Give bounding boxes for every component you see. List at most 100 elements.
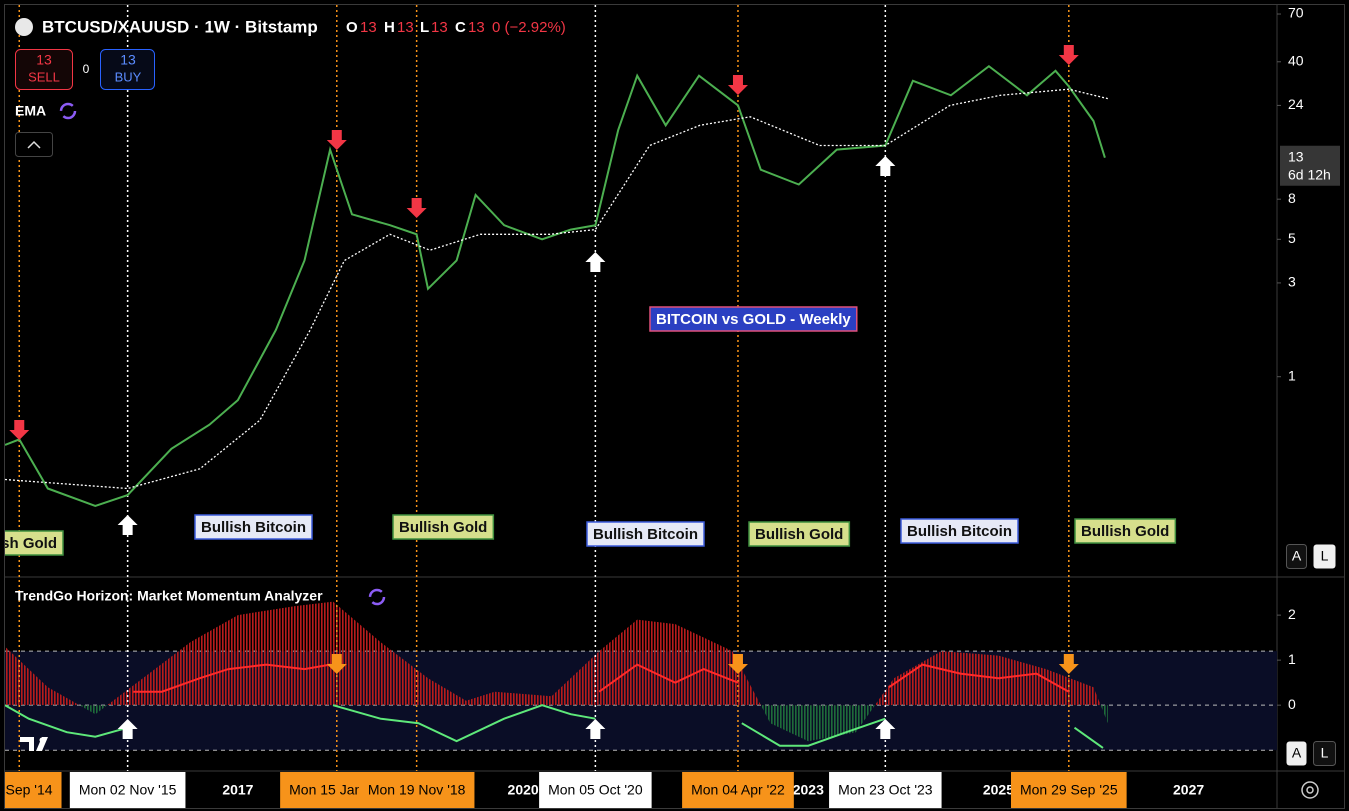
x-tick-label: 2023 xyxy=(793,782,824,798)
annotation-box xyxy=(748,521,851,547)
tv-logo-dot xyxy=(39,737,45,743)
ema-legend[interactable]: EMA xyxy=(15,103,46,119)
spread: 0 xyxy=(83,62,90,76)
sell-arrow xyxy=(727,654,748,674)
signal-date-box xyxy=(829,772,942,808)
auto-scale-button[interactable] xyxy=(1286,741,1307,766)
indicator-title[interactable]: TrendGo Horizon: Market Momentum Analyze… xyxy=(15,588,323,604)
buy-button[interactable] xyxy=(100,49,155,90)
ohlc-value: 13 xyxy=(360,19,377,36)
x-tick-label: 2020 xyxy=(508,782,539,798)
histogram-up xyxy=(5,601,1101,706)
log-scale-button[interactable] xyxy=(1313,544,1336,569)
annotation-box xyxy=(900,518,1019,544)
signal-date-label: Mon 23 Oct '23 xyxy=(838,782,933,798)
settings-icon[interactable] xyxy=(1301,781,1319,799)
sell-arrow xyxy=(1058,45,1079,65)
chevron-icon xyxy=(27,140,41,149)
annotation-box xyxy=(1074,518,1177,544)
frame xyxy=(4,4,1345,809)
refresh-icon[interactable] xyxy=(368,588,386,606)
y-tick-label: 2 xyxy=(1288,606,1296,622)
chart-title-box xyxy=(649,306,858,332)
sell-arrow xyxy=(1058,654,1079,674)
log-scale-button[interactable] xyxy=(1313,741,1336,766)
log-scale-label: L xyxy=(1321,548,1329,564)
ohlc-key: C xyxy=(455,19,466,36)
sell-arrow xyxy=(326,654,347,674)
buy-price: 13 xyxy=(120,52,136,68)
y-tick-label: 8 xyxy=(1288,190,1296,206)
x-tick-label: 2027 xyxy=(1173,782,1204,798)
annotation: Bullish Gold xyxy=(399,519,487,536)
signal-date-box xyxy=(5,772,62,808)
settings-icon-core xyxy=(1306,786,1314,794)
y-tick-label: 0 xyxy=(1288,696,1296,712)
sell-button[interactable] xyxy=(15,49,73,90)
y-tick-label: 1 xyxy=(1288,651,1296,667)
annotation-box xyxy=(392,514,495,540)
y-tick-label: 70 xyxy=(1288,5,1304,21)
x-tick-label: 2025 xyxy=(983,782,1014,798)
annotation: Bullish Gold xyxy=(1081,523,1169,540)
price-line xyxy=(5,64,1106,508)
auto-scale-button[interactable] xyxy=(1286,544,1307,569)
signal-date-label: Mon 04 Apr '22 xyxy=(691,782,785,798)
symbol-title[interactable]: BTCUSD/XAUUSD · 1W · Bitstamp xyxy=(42,17,318,36)
annotation: Bullish Bitcoin xyxy=(907,523,1012,540)
ohlc-value: 13 xyxy=(397,19,414,36)
annotation: Bullish Bitcoin xyxy=(201,519,306,536)
ohlc-key: H xyxy=(384,19,395,36)
annotation: Bullish Gold xyxy=(755,526,843,543)
x-tick-label: 2017 xyxy=(222,782,253,798)
signal-date-label: Mon 05 Oct '20 xyxy=(548,782,643,798)
annotation-box xyxy=(5,530,64,556)
buy-arrow xyxy=(117,515,138,535)
chart-title: BITCOIN vs GOLD - Weekly xyxy=(656,311,851,328)
countdown-label: 6d 12h xyxy=(1288,166,1331,182)
ohlc-key: L xyxy=(420,19,429,36)
ohlc-value: 13 xyxy=(431,19,448,36)
ohlc-key: O xyxy=(346,19,358,36)
buy-arrow xyxy=(585,719,606,739)
annotation: Bullish Gold xyxy=(0,535,57,552)
signal-date-box xyxy=(358,772,475,808)
signal-date-label: Mon 29 Sep '25 xyxy=(1020,782,1118,798)
sell-arrow xyxy=(9,420,30,440)
symbol-icon xyxy=(15,18,33,36)
y-tick-label: 3 xyxy=(1288,274,1296,290)
momentum-line xyxy=(133,663,1070,693)
momentum-line xyxy=(5,704,1104,749)
last-price-box xyxy=(1280,145,1340,186)
signal-date-box xyxy=(539,772,652,808)
y-tick-label: 24 xyxy=(1288,96,1304,112)
y-tick-label: 1 xyxy=(1288,367,1296,383)
collapse-button[interactable] xyxy=(15,132,53,157)
sell-arrow xyxy=(406,198,427,218)
signal-date-box xyxy=(1010,772,1127,808)
signal-date-box xyxy=(69,772,186,808)
signal-date-box xyxy=(682,772,794,808)
signal-date-label: Mon 02 Nov '15 xyxy=(79,782,177,798)
buy-arrow xyxy=(875,719,896,739)
ema-line xyxy=(5,88,1108,490)
signal-date-label: Mon 19 Nov '18 xyxy=(368,782,466,798)
annotation: Bullish Bitcoin xyxy=(593,526,698,543)
sell-arrow xyxy=(326,130,347,150)
ohlc-value: 13 xyxy=(468,19,485,36)
ohlc-change: 0 (−2.92%) xyxy=(492,19,566,36)
sell-label: SELL xyxy=(28,69,60,84)
auto-scale-label: A xyxy=(1292,745,1302,761)
last-price-label: 13 xyxy=(1288,148,1304,164)
buy-label: BUY xyxy=(115,69,142,84)
annotation-box xyxy=(194,514,313,540)
refresh-icon[interactable] xyxy=(59,102,77,120)
sell-price: 13 xyxy=(36,52,52,68)
log-scale-label: L xyxy=(1321,745,1329,761)
auto-scale-label: A xyxy=(1292,548,1302,564)
buy-arrow xyxy=(117,719,138,739)
signal-date-label: 14 Sep '14 xyxy=(0,782,53,798)
y-tick-label: 5 xyxy=(1288,230,1296,246)
histogram-down xyxy=(5,705,1108,742)
